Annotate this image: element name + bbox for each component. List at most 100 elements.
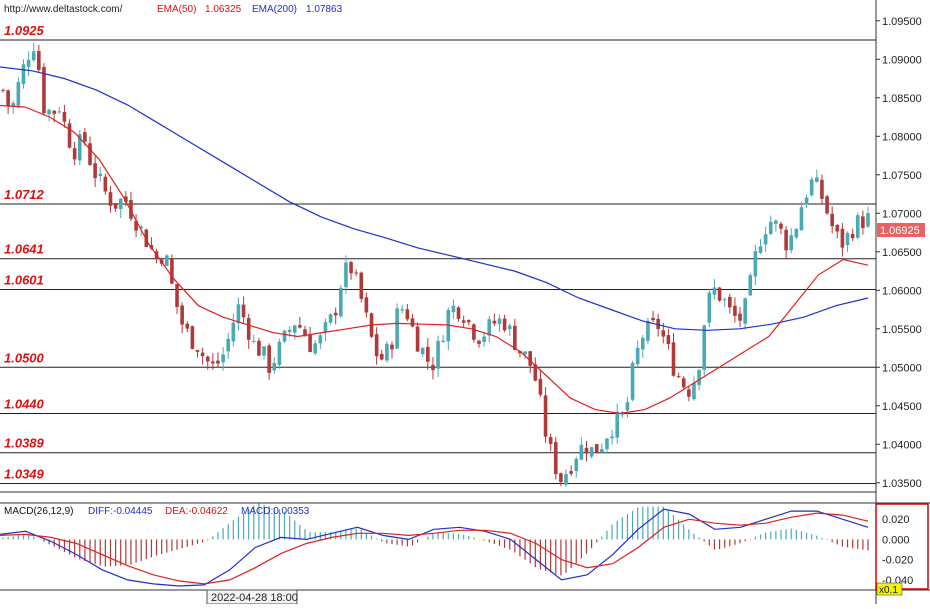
candle-bull (600, 448, 604, 453)
candle-bear (666, 335, 671, 345)
candle-bull (11, 103, 16, 107)
macd-pane (0, 503, 869, 587)
candle-bear (584, 447, 589, 454)
candle-bear (533, 364, 538, 381)
price-tick-label: 1.05500 (882, 324, 922, 336)
candle-bear (37, 51, 41, 71)
candle-bull (231, 322, 236, 342)
price-tick-label: 1.06500 (882, 247, 922, 259)
candle-bear (431, 364, 435, 371)
candle-bull (707, 292, 712, 323)
candle-bull (789, 235, 794, 251)
candle-bull (804, 197, 809, 205)
candle-bear (83, 132, 87, 142)
level-label: 1.0349 (4, 467, 45, 482)
ema50-line (0, 104, 869, 415)
candle-bear (543, 395, 548, 437)
candle-bull (574, 458, 579, 472)
candle-bull (282, 330, 287, 342)
candle-bull (646, 320, 650, 341)
zoom-badge[interactable] (876, 582, 903, 596)
candle-bull (855, 215, 860, 238)
candle-bear (298, 325, 302, 328)
candle-bear (67, 123, 72, 148)
candle-bull (139, 226, 143, 229)
candle-bull (400, 309, 405, 311)
time-cursor-label: 2022-04-28 18:00 (211, 592, 298, 604)
source-url[interactable]: http://www.deltastock.com/ (4, 4, 123, 15)
candle-bear (93, 163, 97, 179)
candle-bear (195, 350, 200, 352)
candle-bear (835, 224, 840, 232)
candle-bull (753, 251, 758, 277)
candle-bull (16, 82, 21, 106)
level-label: 1.0440 (4, 396, 45, 411)
candle-bull (262, 346, 266, 356)
macd-diff: DIFF:-0.04445 (88, 506, 153, 517)
candle-bear (88, 143, 92, 165)
candle-bull (21, 64, 26, 85)
candle-bear (513, 325, 517, 350)
candle-bull (758, 246, 763, 253)
candle-bear (374, 334, 379, 357)
candle-bear (180, 305, 184, 325)
price-tick-label: 1.07000 (882, 208, 922, 220)
candle-bear (830, 213, 834, 227)
candle-bear (175, 284, 179, 307)
macd-histogram-value: MACD:0.00353 (241, 506, 310, 517)
candle-bull (272, 362, 277, 371)
candle-bull (768, 221, 773, 235)
price-tick-label: 1.05000 (882, 362, 922, 374)
candle-bear (477, 340, 481, 344)
candle-bear (124, 196, 128, 202)
candle-bull (236, 304, 241, 324)
price-tick-label: 1.04000 (882, 439, 922, 451)
candle-bull (420, 348, 425, 355)
candle-bull (702, 325, 707, 370)
candle-bull (722, 299, 727, 301)
candle-bear (671, 342, 676, 376)
candle-bear (681, 378, 686, 388)
candle-bear (190, 326, 195, 349)
candle-bull (287, 329, 292, 333)
level-label: 1.0641 (4, 242, 44, 257)
candle-bull (866, 213, 870, 227)
candle-bear (466, 320, 471, 323)
candle-bear (308, 334, 312, 353)
candle-bear (205, 356, 210, 362)
candle-bull (497, 318, 502, 324)
zoom-badge-text[interactable]: x0.1 (879, 585, 898, 596)
candle-bull (743, 298, 747, 324)
candle-bear (72, 148, 77, 160)
candle-bear (354, 272, 358, 274)
candle-bear (518, 351, 522, 354)
candle-bear (6, 90, 10, 106)
candle-bull (799, 207, 804, 231)
candle-bull (323, 322, 328, 333)
candle-bull (697, 369, 701, 385)
ema50-label: EMA(50) (157, 4, 196, 15)
price-tick-label: 1.07500 (882, 170, 922, 182)
candle-bear (42, 67, 46, 114)
candle-bull (615, 411, 620, 438)
candle-bull (26, 59, 31, 68)
candle-bull (712, 287, 717, 295)
candle-bear (825, 196, 829, 214)
candle-bear (267, 345, 271, 373)
candle-bear (134, 220, 138, 231)
price-tick-label: 1.03500 (882, 478, 922, 490)
candle-bear (738, 313, 742, 321)
candle-bull (395, 308, 399, 349)
candle-bear (103, 176, 108, 192)
price-tick-label: 1.06000 (882, 285, 922, 297)
candle-bear (728, 296, 732, 308)
candle-bull (118, 198, 123, 209)
candle-bear (410, 318, 415, 327)
candle-bear (333, 312, 338, 316)
candle-bull (47, 109, 51, 115)
candle-bear (200, 352, 205, 357)
candle-bull (630, 362, 635, 400)
